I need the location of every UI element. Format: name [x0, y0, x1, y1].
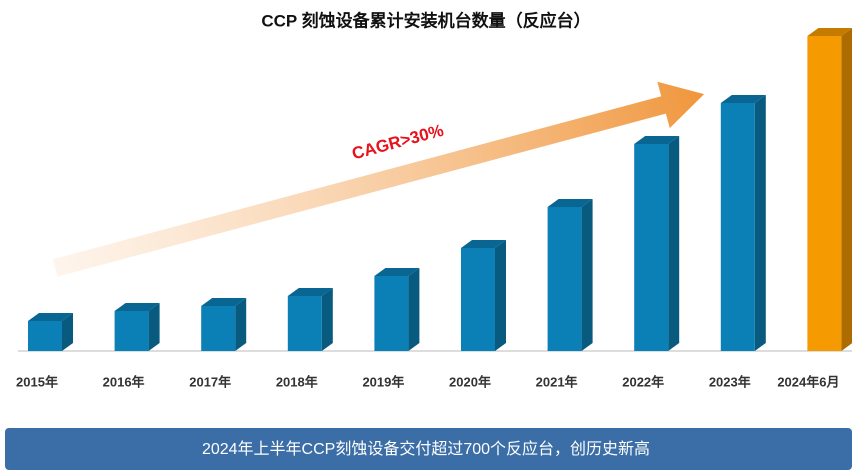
- bar: [634, 144, 669, 351]
- bar-top: [807, 28, 852, 36]
- bar: [720, 103, 755, 351]
- chart-title: CCP 刻蚀设备累计安装机台数量（反应台）: [261, 10, 590, 30]
- bar-side: [668, 136, 680, 351]
- banner-box: [5, 428, 852, 470]
- bar-top: [634, 136, 680, 144]
- x-tick-label: 2022年: [622, 374, 664, 389]
- bar-side: [408, 268, 420, 351]
- bar-top: [374, 268, 420, 276]
- bar: [461, 248, 495, 351]
- annotation: CAGR>30%: [350, 121, 446, 164]
- bar-top: [28, 313, 73, 321]
- trend-arrow: [52, 81, 705, 277]
- bar: [201, 306, 236, 351]
- bar: [547, 207, 582, 351]
- bar-top: [287, 288, 333, 296]
- bar: [374, 276, 409, 351]
- bar-side: [495, 240, 506, 351]
- bar-side: [235, 298, 247, 351]
- arrow-shape: [52, 81, 705, 277]
- bar-side: [62, 313, 73, 351]
- bar-top: [720, 95, 766, 103]
- bar-side: [321, 288, 333, 351]
- x-tick-label: 2024年6月: [777, 374, 839, 389]
- bar-side: [754, 95, 766, 351]
- x-tick-label: 2016年: [103, 374, 145, 389]
- bar-top: [201, 298, 247, 306]
- bar: [28, 321, 62, 351]
- bar: [807, 36, 842, 351]
- bar: [287, 296, 322, 351]
- bar-side: [841, 28, 852, 351]
- x-tick-label: 2017年: [189, 374, 231, 389]
- bar-top: [547, 199, 593, 207]
- bar: [114, 311, 149, 351]
- bar-top: [114, 303, 160, 311]
- banner-text: 2024年上半年CCP刻蚀设备交付超过700个反应台，创历史新高: [202, 439, 650, 458]
- x-tick-label: 2021年: [536, 374, 578, 389]
- x-tick-label: 2018年: [276, 374, 318, 389]
- bar-top: [461, 240, 506, 248]
- x-tick-label: 2019年: [362, 374, 404, 389]
- bar-side: [581, 199, 593, 351]
- bar-side: [148, 303, 160, 351]
- x-tick-label: 2023年: [709, 374, 751, 389]
- x-tick-label: 2020年: [449, 374, 491, 389]
- x-tick-label: 2015年: [16, 374, 58, 389]
